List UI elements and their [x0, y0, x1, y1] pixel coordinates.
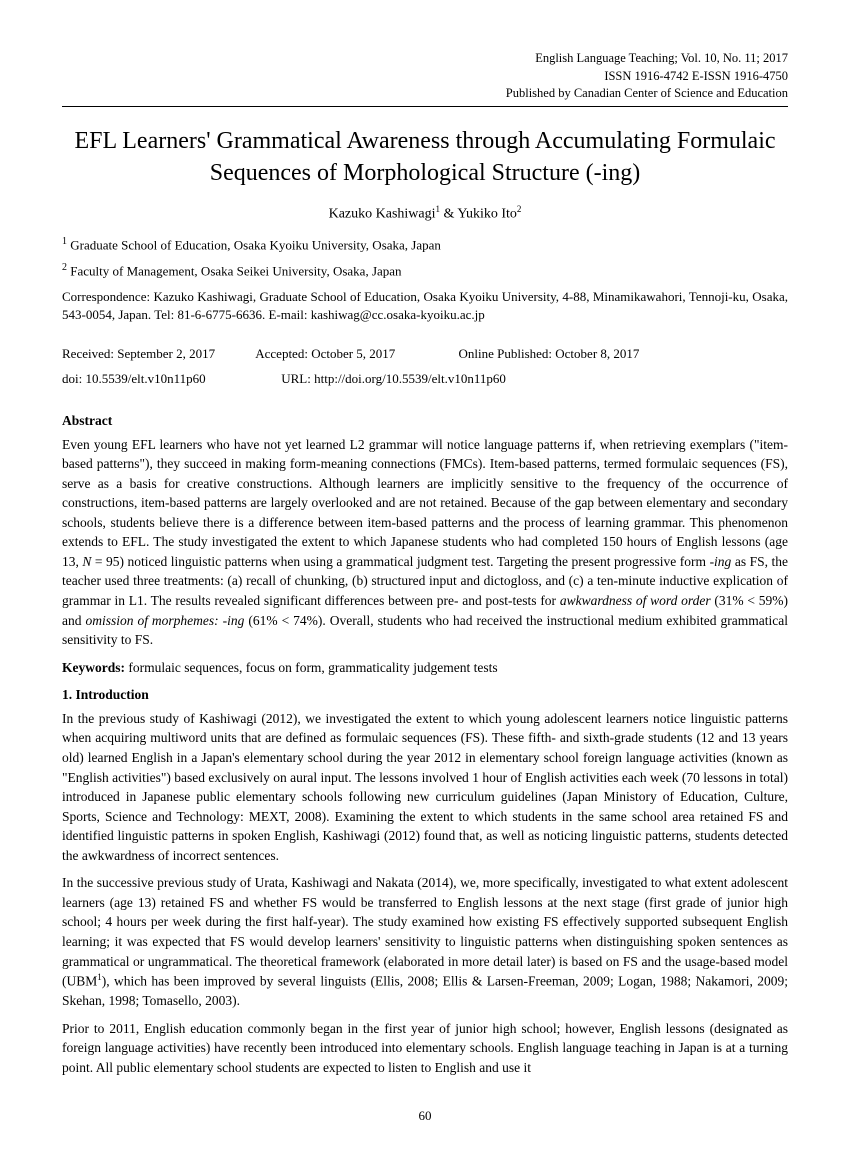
keywords: Keywords: formulaic sequences, focus on … — [62, 658, 788, 678]
abstract-heading: Abstract — [62, 411, 788, 431]
journal-header: English Language Teaching; Vol. 10, No. … — [62, 50, 788, 103]
affiliation: 2 Faculty of Management, Osaka Seikei Un… — [62, 261, 788, 281]
doi-url: URL: http://doi.org/10.5539/elt.v10n11p6… — [281, 370, 506, 389]
intro-paragraph-1: In the previous study of Kashiwagi (2012… — [62, 709, 788, 866]
abstract-body: Even young EFL learners who have not yet… — [62, 435, 788, 650]
doi: doi: 10.5539/elt.v10n11p60 — [62, 370, 278, 389]
keywords-text: formulaic sequences, focus on form, gram… — [125, 660, 498, 675]
accepted-date: Accepted: October 5, 2017 — [255, 345, 455, 364]
page-number: 60 — [62, 1107, 788, 1126]
dates-row: Received: September 2, 2017 Accepted: Oc… — [62, 345, 788, 364]
keywords-label: Keywords: — [62, 660, 125, 675]
doi-row: doi: 10.5539/elt.v10n11p60 URL: http://d… — [62, 370, 788, 389]
journal-line-1: English Language Teaching; Vol. 10, No. … — [62, 50, 788, 68]
journal-line-2: ISSN 1916-4742 E-ISSN 1916-4750 — [62, 68, 788, 86]
authors: Kazuko Kashiwagi1 & Yukiko Ito2 — [62, 203, 788, 225]
journal-line-3: Published by Canadian Center of Science … — [62, 85, 788, 103]
introduction-heading: 1. Introduction — [62, 685, 788, 705]
intro-paragraph-2: In the successive previous study of Urat… — [62, 873, 788, 1010]
correspondence: Correspondence: Kazuko Kashiwagi, Gradua… — [62, 288, 788, 326]
article-title: EFL Learners' Grammatical Awareness thro… — [62, 125, 788, 190]
published-date: Online Published: October 8, 2017 — [459, 345, 640, 364]
received-date: Received: September 2, 2017 — [62, 345, 252, 364]
intro-paragraph-3: Prior to 2011, English education commonl… — [62, 1019, 788, 1078]
header-divider — [62, 106, 788, 107]
affiliation: 1 Graduate School of Education, Osaka Ky… — [62, 235, 788, 255]
